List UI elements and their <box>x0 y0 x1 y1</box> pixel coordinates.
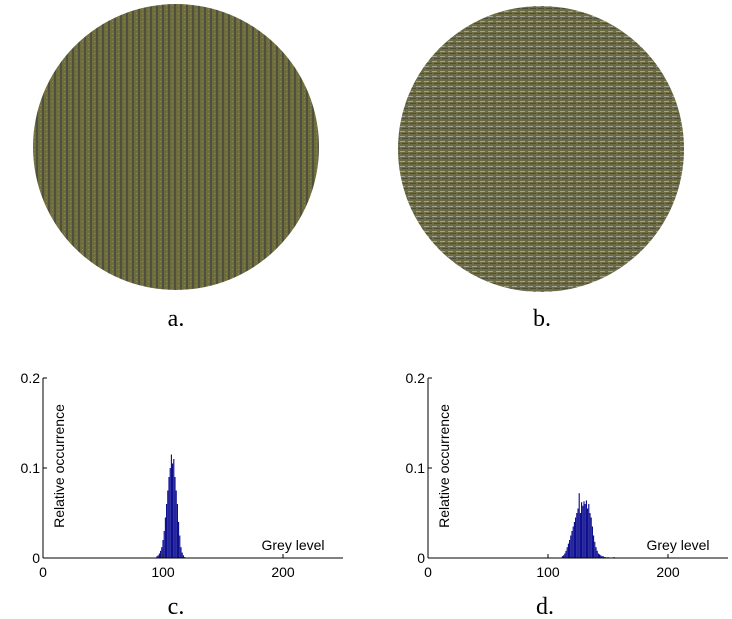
bar <box>563 555 565 558</box>
bar <box>161 547 163 558</box>
x-axis-label: Grey level <box>261 537 324 553</box>
bar <box>576 513 578 558</box>
bar <box>180 547 182 558</box>
panel-label: c. <box>168 594 185 619</box>
bar <box>164 517 166 558</box>
bar <box>582 505 584 558</box>
bar <box>593 535 595 558</box>
x-tick-label: 0 <box>39 564 47 580</box>
bar <box>595 547 597 558</box>
bar <box>572 526 574 558</box>
bar <box>176 504 178 558</box>
y-tick-label: 0.2 <box>406 370 426 386</box>
bar <box>590 517 592 558</box>
bar <box>168 477 170 558</box>
bar <box>589 513 591 558</box>
x-tick-label: 200 <box>656 564 680 580</box>
bar <box>569 540 571 558</box>
x-tick-label: 100 <box>536 564 560 580</box>
bar <box>573 522 575 558</box>
bar <box>585 500 587 558</box>
bar <box>587 508 589 558</box>
panel-label: b. <box>533 306 551 332</box>
bar <box>597 553 599 558</box>
bar <box>173 459 175 558</box>
bar <box>599 554 601 558</box>
bar <box>170 454 172 558</box>
y-tick-label: 0.1 <box>21 460 41 476</box>
y-tick-label: 0.2 <box>21 370 41 386</box>
bar <box>172 463 174 558</box>
bar <box>166 504 168 558</box>
bar <box>584 504 586 558</box>
bar <box>588 504 590 558</box>
bar <box>182 555 184 558</box>
y-axis-label: Relative occurrence <box>436 404 452 528</box>
bar <box>564 553 566 558</box>
bar <box>174 477 176 558</box>
bar <box>167 490 169 558</box>
bar <box>575 517 577 558</box>
x-axis-label: Grey level <box>646 537 709 553</box>
panel-label: d. <box>536 594 554 619</box>
bar <box>567 543 569 558</box>
bar <box>157 555 159 558</box>
x-tick-label: 0 <box>424 564 432 580</box>
bar <box>578 493 580 558</box>
y-tick-label: 0 <box>32 550 40 566</box>
y-axis-label: Relative occurrence <box>51 404 67 528</box>
bar <box>583 501 585 558</box>
bar <box>160 550 162 558</box>
bar <box>577 508 579 558</box>
bar <box>591 526 593 558</box>
bar <box>581 502 583 558</box>
bar <box>181 552 183 558</box>
bar <box>565 550 567 558</box>
bar <box>601 556 603 558</box>
sample-image-b <box>398 6 684 292</box>
bar <box>602 556 604 558</box>
bar <box>561 556 563 558</box>
bar <box>156 556 158 558</box>
bar <box>169 468 171 558</box>
bar <box>163 531 165 558</box>
panel-label: a. <box>168 306 185 332</box>
bar <box>566 547 568 558</box>
bar <box>162 540 164 558</box>
bar <box>158 553 160 558</box>
bar <box>570 535 572 558</box>
bar <box>579 513 581 558</box>
bar <box>175 490 177 558</box>
x-tick-label: 200 <box>271 564 295 580</box>
bar <box>600 555 602 558</box>
sample-image-a <box>33 4 319 290</box>
bar <box>596 550 598 558</box>
bar <box>178 522 180 558</box>
y-tick-label: 0 <box>417 550 425 566</box>
bar <box>594 541 596 558</box>
bar <box>571 531 573 558</box>
bar <box>179 535 181 558</box>
x-tick-label: 100 <box>151 564 175 580</box>
y-tick-label: 0.1 <box>406 460 426 476</box>
